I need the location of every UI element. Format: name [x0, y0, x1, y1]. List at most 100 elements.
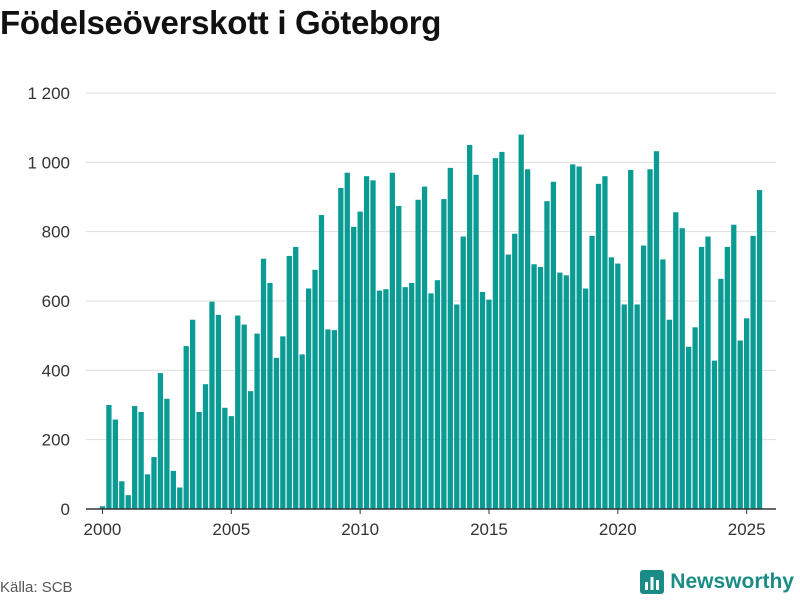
bar-chart-logo-icon — [640, 570, 665, 594]
bar — [550, 181, 557, 509]
bar — [112, 419, 118, 509]
bar — [331, 330, 338, 509]
bars — [99, 134, 763, 510]
bar — [582, 288, 589, 509]
bar — [157, 373, 164, 509]
bar — [228, 416, 234, 509]
bar — [595, 183, 602, 509]
bar — [666, 319, 672, 509]
bar — [686, 346, 692, 509]
x-tick-label: 2020 — [599, 520, 637, 539]
y-tick-label: 400 — [42, 361, 70, 380]
bar — [673, 212, 679, 509]
bar — [247, 391, 254, 509]
bar — [119, 481, 125, 509]
bar — [692, 327, 698, 509]
bar — [428, 293, 434, 509]
bar — [454, 304, 460, 509]
bar — [318, 215, 325, 509]
bar — [557, 272, 563, 509]
bar — [589, 235, 595, 509]
bar — [724, 246, 730, 510]
bar — [138, 411, 144, 509]
bar — [383, 289, 389, 509]
bar — [731, 224, 737, 509]
bar — [544, 201, 550, 509]
bar — [144, 474, 151, 509]
bar — [325, 329, 331, 509]
bar — [750, 235, 756, 509]
bar — [467, 145, 473, 509]
bar — [209, 301, 215, 509]
bar — [196, 411, 202, 509]
bar — [260, 258, 267, 509]
bar — [479, 291, 486, 509]
bar — [518, 134, 524, 509]
bar — [357, 211, 363, 509]
bar — [183, 346, 189, 509]
bar — [151, 457, 157, 509]
bar — [409, 282, 415, 509]
bar — [756, 190, 763, 510]
bar — [634, 304, 640, 509]
y-tick-label: 600 — [42, 292, 70, 311]
bar — [705, 236, 711, 509]
bar — [486, 299, 492, 509]
bar — [570, 164, 576, 509]
y-tick-label: 200 — [42, 431, 70, 450]
newsworthy-logo: Newsworthy — [640, 570, 794, 594]
bar — [421, 186, 428, 509]
bar — [524, 169, 531, 509]
y-tick-label: 1 000 — [27, 153, 70, 172]
bar — [415, 199, 421, 510]
y-tick-label: 1 200 — [27, 84, 70, 103]
bar — [202, 384, 209, 509]
bar — [273, 357, 280, 509]
bar — [628, 169, 634, 509]
bar — [305, 288, 312, 509]
y-tick-label: 800 — [42, 223, 70, 242]
bar — [537, 267, 544, 509]
bar — [718, 278, 724, 509]
bar — [640, 245, 647, 510]
bar — [737, 340, 743, 509]
bar — [293, 246, 299, 510]
bar — [280, 336, 286, 509]
bar — [660, 259, 666, 509]
bar — [241, 324, 247, 509]
bar — [351, 226, 357, 509]
bar — [299, 354, 305, 509]
axes: 0 200 400 600 800 1 000 1 200 2000 2005 2010 2015 2… — [27, 84, 776, 539]
bar — [338, 187, 344, 509]
bar — [602, 176, 608, 509]
bar — [744, 318, 750, 509]
bar — [312, 269, 318, 509]
bar — [608, 257, 615, 509]
y-tick-label: 0 — [61, 500, 70, 519]
bar — [396, 206, 402, 509]
bar — [177, 487, 183, 509]
bar — [370, 180, 376, 510]
bar — [460, 236, 466, 509]
bar — [222, 407, 228, 509]
x-tick-label: 2010 — [341, 520, 379, 539]
bar — [621, 304, 627, 509]
brand-name: Newsworthy — [670, 570, 794, 593]
bar — [615, 263, 621, 509]
bar — [106, 405, 112, 509]
bar — [402, 287, 408, 509]
bar — [647, 169, 653, 509]
bar — [267, 282, 273, 509]
x-tick-label: 2000 — [84, 520, 122, 539]
bar — [447, 167, 453, 509]
bar — [286, 255, 292, 509]
bar — [363, 176, 370, 509]
bar — [512, 233, 518, 509]
bar — [711, 360, 718, 509]
bar — [235, 315, 241, 509]
bar — [132, 406, 138, 509]
bar — [492, 158, 499, 509]
bar — [170, 470, 176, 509]
page-title: Födelseöverskott i Göteborg — [0, 4, 442, 41]
